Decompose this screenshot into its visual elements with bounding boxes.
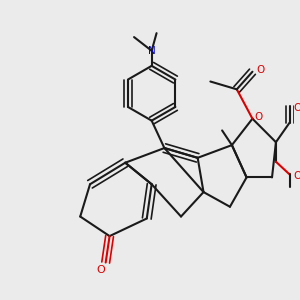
Text: N: N — [148, 46, 155, 56]
Text: O: O — [293, 103, 300, 113]
Text: O: O — [256, 65, 264, 75]
Text: O: O — [96, 266, 105, 275]
Text: O: O — [293, 171, 300, 182]
Text: O: O — [254, 112, 262, 122]
